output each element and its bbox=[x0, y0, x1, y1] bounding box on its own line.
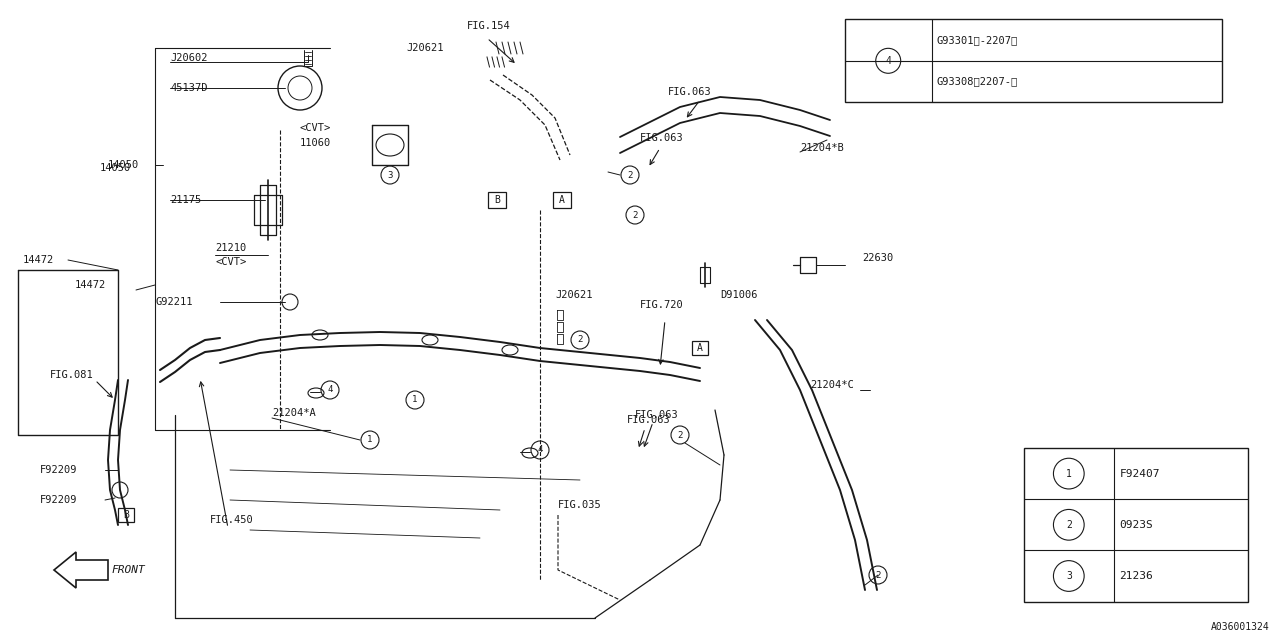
Text: 2: 2 bbox=[876, 570, 881, 579]
Text: 2: 2 bbox=[677, 431, 682, 440]
Text: G93308＜2207-＞: G93308＜2207-＞ bbox=[937, 77, 1018, 86]
Text: F92209: F92209 bbox=[40, 465, 78, 475]
Text: G93301＜-2207＞: G93301＜-2207＞ bbox=[937, 35, 1018, 45]
Text: 0923S: 0923S bbox=[1120, 520, 1153, 530]
Text: 4: 4 bbox=[538, 445, 543, 454]
Bar bbox=[1024, 448, 1248, 602]
Bar bbox=[845, 19, 1222, 102]
Text: B: B bbox=[123, 510, 129, 520]
Text: 4: 4 bbox=[328, 385, 333, 394]
Text: FIG.063: FIG.063 bbox=[635, 410, 678, 420]
Text: FRONT: FRONT bbox=[113, 565, 146, 575]
Text: 2: 2 bbox=[632, 211, 637, 220]
Text: FIG.154: FIG.154 bbox=[467, 21, 511, 31]
Text: FIG.035: FIG.035 bbox=[558, 500, 602, 510]
Text: 21204*B: 21204*B bbox=[800, 143, 844, 153]
Text: 21236: 21236 bbox=[1120, 571, 1153, 581]
Text: 14472: 14472 bbox=[23, 255, 54, 265]
Text: 4: 4 bbox=[886, 56, 891, 66]
Text: J20621: J20621 bbox=[406, 43, 443, 53]
Text: 1: 1 bbox=[367, 435, 372, 445]
Text: J20621: J20621 bbox=[556, 290, 593, 300]
Text: 21204*C: 21204*C bbox=[810, 380, 854, 390]
Text: D91006: D91006 bbox=[719, 290, 758, 300]
Text: FIG.063: FIG.063 bbox=[668, 87, 712, 97]
Text: 11060: 11060 bbox=[300, 138, 332, 148]
Text: 3: 3 bbox=[1066, 571, 1071, 581]
Text: 22630: 22630 bbox=[861, 253, 893, 263]
Text: F92209: F92209 bbox=[40, 495, 78, 505]
Bar bbox=[118, 508, 134, 522]
Text: 14050: 14050 bbox=[108, 160, 140, 170]
Text: 2: 2 bbox=[577, 335, 582, 344]
Text: <CVT>: <CVT> bbox=[300, 123, 332, 133]
Text: FIG.450: FIG.450 bbox=[210, 515, 253, 525]
Text: 14472: 14472 bbox=[76, 280, 106, 290]
Bar bbox=[488, 192, 506, 208]
Text: G92211: G92211 bbox=[155, 297, 192, 307]
Text: 21204*A: 21204*A bbox=[273, 408, 316, 418]
Text: 21210: 21210 bbox=[215, 243, 246, 253]
Text: 2: 2 bbox=[627, 170, 632, 179]
Bar bbox=[553, 192, 571, 208]
Text: A: A bbox=[698, 343, 703, 353]
Text: J20602: J20602 bbox=[170, 53, 207, 63]
Text: 45137D: 45137D bbox=[170, 83, 207, 93]
Text: <CVT>: <CVT> bbox=[215, 257, 246, 267]
Text: A036001324: A036001324 bbox=[1211, 622, 1270, 632]
Text: 14050: 14050 bbox=[100, 163, 132, 173]
Text: 1: 1 bbox=[1066, 468, 1071, 479]
Text: FIG.063: FIG.063 bbox=[627, 415, 671, 425]
Text: 21175: 21175 bbox=[170, 195, 201, 205]
Text: 2: 2 bbox=[1066, 520, 1071, 530]
Text: A: A bbox=[559, 195, 564, 205]
Text: 3: 3 bbox=[388, 170, 393, 179]
Text: B: B bbox=[494, 195, 500, 205]
Bar bbox=[692, 341, 708, 355]
Text: FIG.720: FIG.720 bbox=[640, 300, 684, 310]
Text: F92407: F92407 bbox=[1120, 468, 1160, 479]
Text: FIG.063: FIG.063 bbox=[640, 133, 684, 143]
Text: 1: 1 bbox=[412, 396, 417, 404]
Text: FIG.081: FIG.081 bbox=[50, 370, 93, 380]
